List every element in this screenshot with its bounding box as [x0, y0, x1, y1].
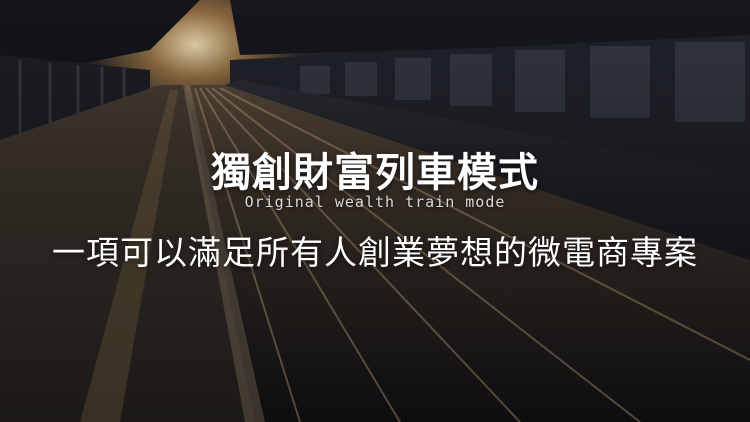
left-station-wall — [0, 55, 150, 140]
right-platform — [225, 80, 750, 260]
track-bed — [190, 85, 750, 422]
right-windows — [300, 42, 745, 122]
banner-tagline: 一項可以滿足所有人創業夢想的微電商專案 — [52, 233, 698, 272]
tactile-strip — [80, 90, 178, 422]
platform-edge — [183, 85, 265, 422]
banner-subtitle-english: Original wealth train mode — [244, 193, 506, 211]
banner-title: 獨創財富列車模式 — [211, 150, 539, 196]
rails — [194, 87, 750, 422]
left-fence-posts — [18, 60, 126, 135]
